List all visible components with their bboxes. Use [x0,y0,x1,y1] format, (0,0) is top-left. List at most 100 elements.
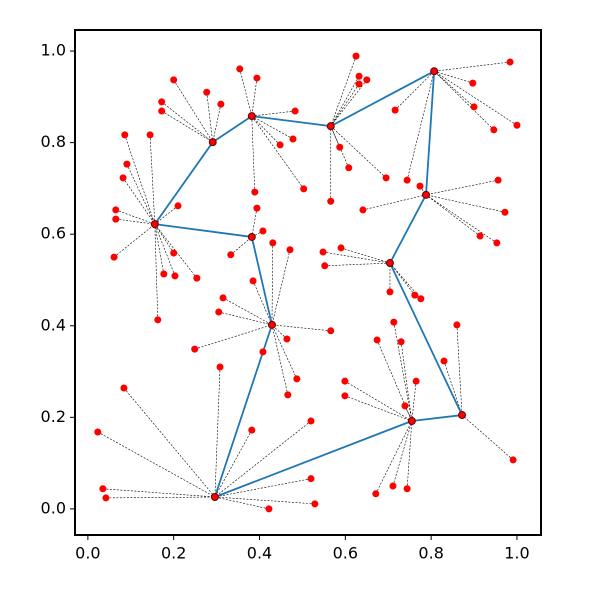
point [373,336,381,344]
point [253,204,261,212]
link [126,164,156,225]
point [146,131,154,139]
link [322,251,391,264]
link [230,236,252,256]
point [440,357,448,365]
link [425,179,499,196]
point [397,338,405,346]
link [375,420,413,494]
link [113,223,156,258]
point [216,363,224,371]
link [394,70,435,111]
link [214,496,270,510]
link [433,70,475,108]
point [363,76,371,84]
edge [330,70,435,127]
link [330,83,360,127]
point [158,98,166,106]
link [344,395,412,422]
link [400,341,413,422]
point [174,202,182,210]
link [406,71,435,181]
point [412,377,420,385]
point [389,482,397,490]
point [311,500,319,508]
point [470,103,478,111]
hub [458,411,467,420]
link [154,224,159,320]
point [283,335,291,343]
point [102,494,110,502]
link [434,61,511,72]
x-tick-label: 0.2 [161,544,186,563]
hub [407,416,416,425]
edge [154,223,252,238]
link [251,78,258,117]
link [411,381,417,422]
point [382,174,390,182]
point [416,182,424,190]
point [112,215,120,223]
point [219,294,227,302]
link [154,224,176,276]
point [327,197,335,205]
point [99,485,107,493]
point [321,262,329,270]
link [173,79,213,143]
x-tick-label: 0.0 [75,544,100,563]
link [214,366,221,498]
point [403,485,411,493]
link [214,420,312,498]
link [252,280,273,325]
y-tick-label: 0.0 [41,498,66,517]
link [251,208,258,237]
link [161,101,213,143]
link [271,249,291,325]
point [121,131,129,139]
point [319,248,327,256]
point [112,206,120,214]
link [251,115,304,190]
point [253,74,261,82]
edge [154,141,214,225]
link [330,76,360,127]
point [501,208,509,216]
point [493,239,501,247]
edge [411,414,463,422]
link [102,488,215,498]
link [251,110,296,117]
point [259,227,267,235]
y-tick-label: 0.2 [41,407,66,426]
link [271,324,331,332]
point [265,505,273,513]
link [214,496,315,505]
y-tick-label: 1.0 [41,41,66,60]
link [97,431,216,498]
point [289,135,297,143]
point [203,88,211,96]
point [337,244,345,252]
point [158,107,166,115]
link [206,92,214,143]
link [251,115,294,140]
point [469,79,477,87]
link [154,223,174,254]
edge [389,194,427,264]
hub [422,190,431,199]
link [251,116,256,193]
link [161,110,213,143]
link [330,79,368,127]
link [154,224,165,275]
link [433,70,518,126]
link [392,420,413,487]
hub [385,259,394,268]
point [453,321,461,329]
edge [212,115,253,143]
point [217,100,225,108]
point [110,253,118,261]
point [170,249,178,257]
point [300,185,308,193]
point [327,327,335,335]
point [191,345,199,353]
